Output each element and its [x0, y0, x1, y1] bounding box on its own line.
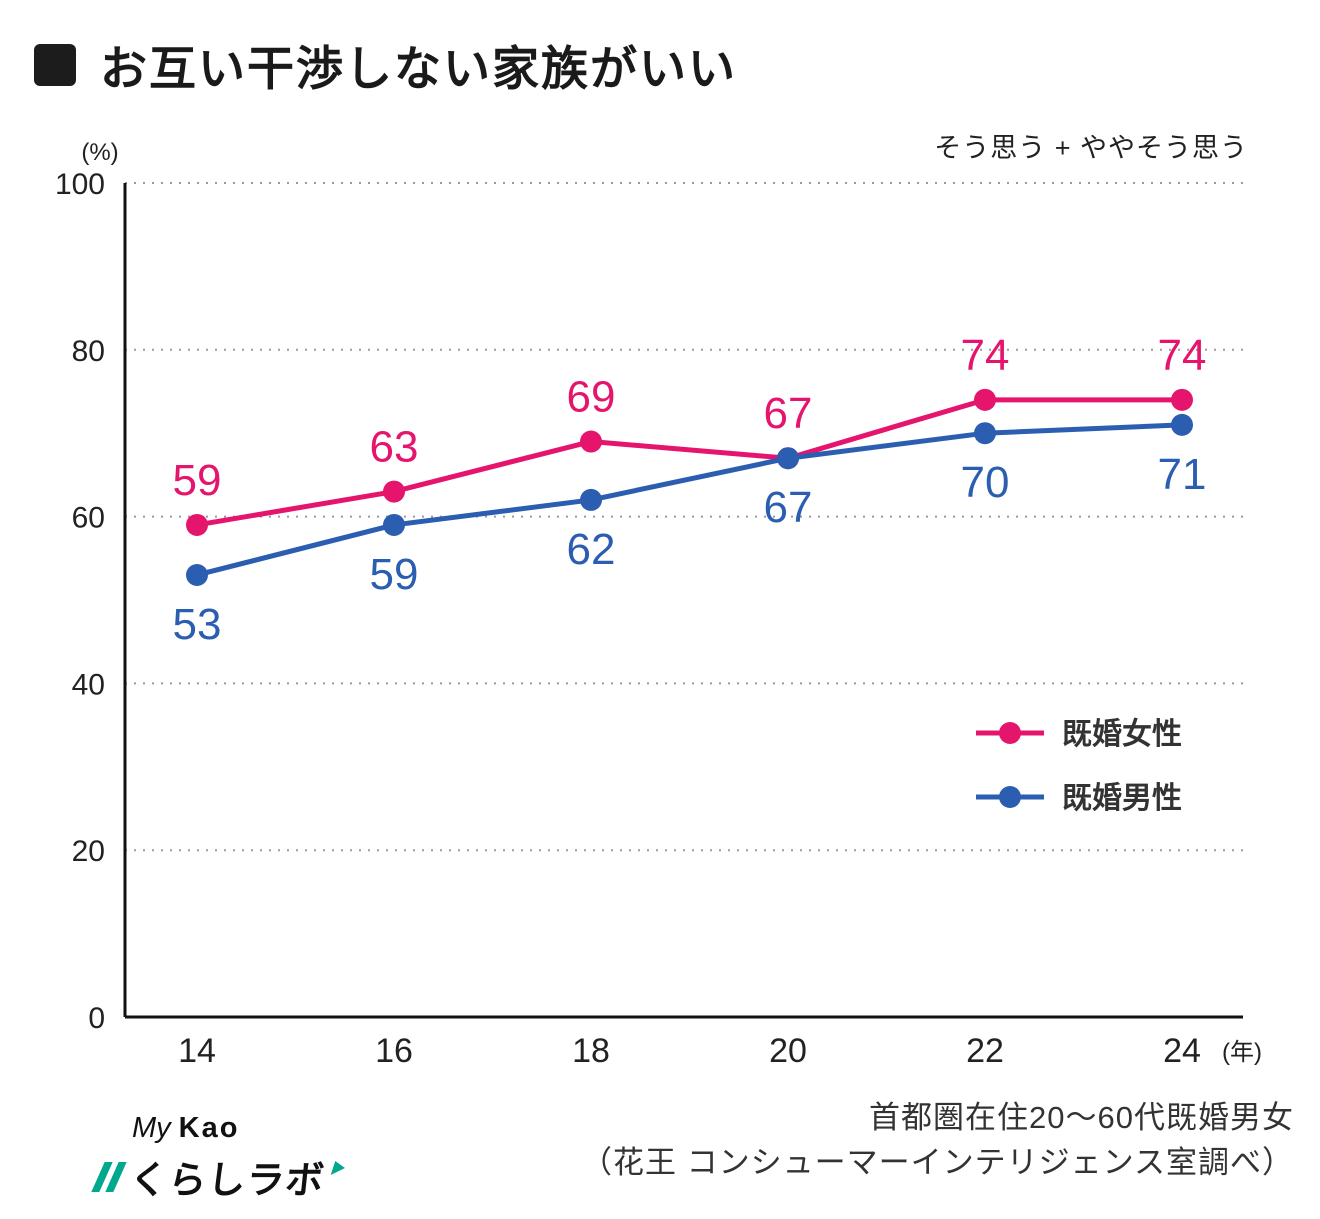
svg-text:16: 16	[375, 1032, 413, 1070]
logo-my-text: My	[132, 1112, 171, 1144]
svg-text:62: 62	[567, 525, 616, 574]
svg-text:(%): (%)	[81, 140, 118, 166]
svg-text:59: 59	[370, 550, 419, 599]
svg-text:69: 69	[567, 373, 616, 422]
source-note-line2: （花王 コンシューマーインテリジェンス室調べ）	[581, 1144, 1294, 1180]
svg-text:22: 22	[966, 1032, 1004, 1070]
svg-text:74: 74	[961, 331, 1010, 380]
chart-subtitle: そう思う + ややそう思う	[934, 133, 1248, 163]
kao-kurashi-labo-logo: My Kao くらしラボ	[91, 1112, 348, 1204]
svg-text:70: 70	[961, 458, 1010, 507]
page-title: お互い干渉しない家族がいい	[100, 42, 737, 95]
title-square-icon	[34, 43, 76, 86]
svg-text:67: 67	[764, 483, 813, 532]
chart-svg: 0 20 40 60 80 100(%) 14 16 18 20 22 24 (年) 59 63 69 67 74…	[55, 140, 1262, 1070]
svg-text:40: 40	[72, 668, 105, 701]
svg-text:59: 59	[173, 456, 222, 505]
svg-text:80: 80	[72, 335, 105, 368]
svg-text:既婚女性: 既婚女性	[1062, 717, 1182, 751]
line-chart: 0 20 40 60 80 100 (%) 14 16 18 20 22 24 (年) 59 63 69 67 74…	[0, 140, 1320, 1100]
chart-header: お互い干渉しない家族がいい	[34, 30, 737, 99]
svg-text:24: 24	[1163, 1032, 1201, 1070]
svg-text:(年): (年)	[1222, 1039, 1262, 1066]
svg-text:53: 53	[173, 600, 222, 649]
logo-kurashi-labo-text: くらしラボ	[127, 1160, 327, 1202]
svg-text:18: 18	[572, 1032, 610, 1070]
source-note: 首都圏在住20〜60代既婚男女 （花王 コンシューマーインテリジェンス室調べ）	[581, 1096, 1294, 1186]
svg-text:100: 100	[55, 168, 105, 201]
svg-text:60: 60	[72, 502, 105, 535]
logo-kao-text: Kao	[178, 1112, 240, 1144]
svg-text:0: 0	[88, 1002, 105, 1035]
logo-bottom-row: くらしラボ	[91, 1149, 348, 1204]
svg-text:既婚男性: 既婚男性	[1062, 782, 1182, 815]
svg-text:63: 63	[370, 423, 419, 472]
svg-text:14: 14	[178, 1032, 216, 1070]
logo-top-row: My Kao	[132, 1112, 345, 1145]
green-accent-icon	[330, 1160, 348, 1175]
source-note-line1: 首都圏在住20〜60代既婚男女	[869, 1100, 1294, 1135]
svg-text:71: 71	[1158, 450, 1207, 499]
svg-text:20: 20	[72, 835, 105, 868]
svg-text:67: 67	[764, 389, 813, 438]
svg-text:74: 74	[1158, 331, 1207, 380]
svg-text:20: 20	[769, 1032, 807, 1070]
